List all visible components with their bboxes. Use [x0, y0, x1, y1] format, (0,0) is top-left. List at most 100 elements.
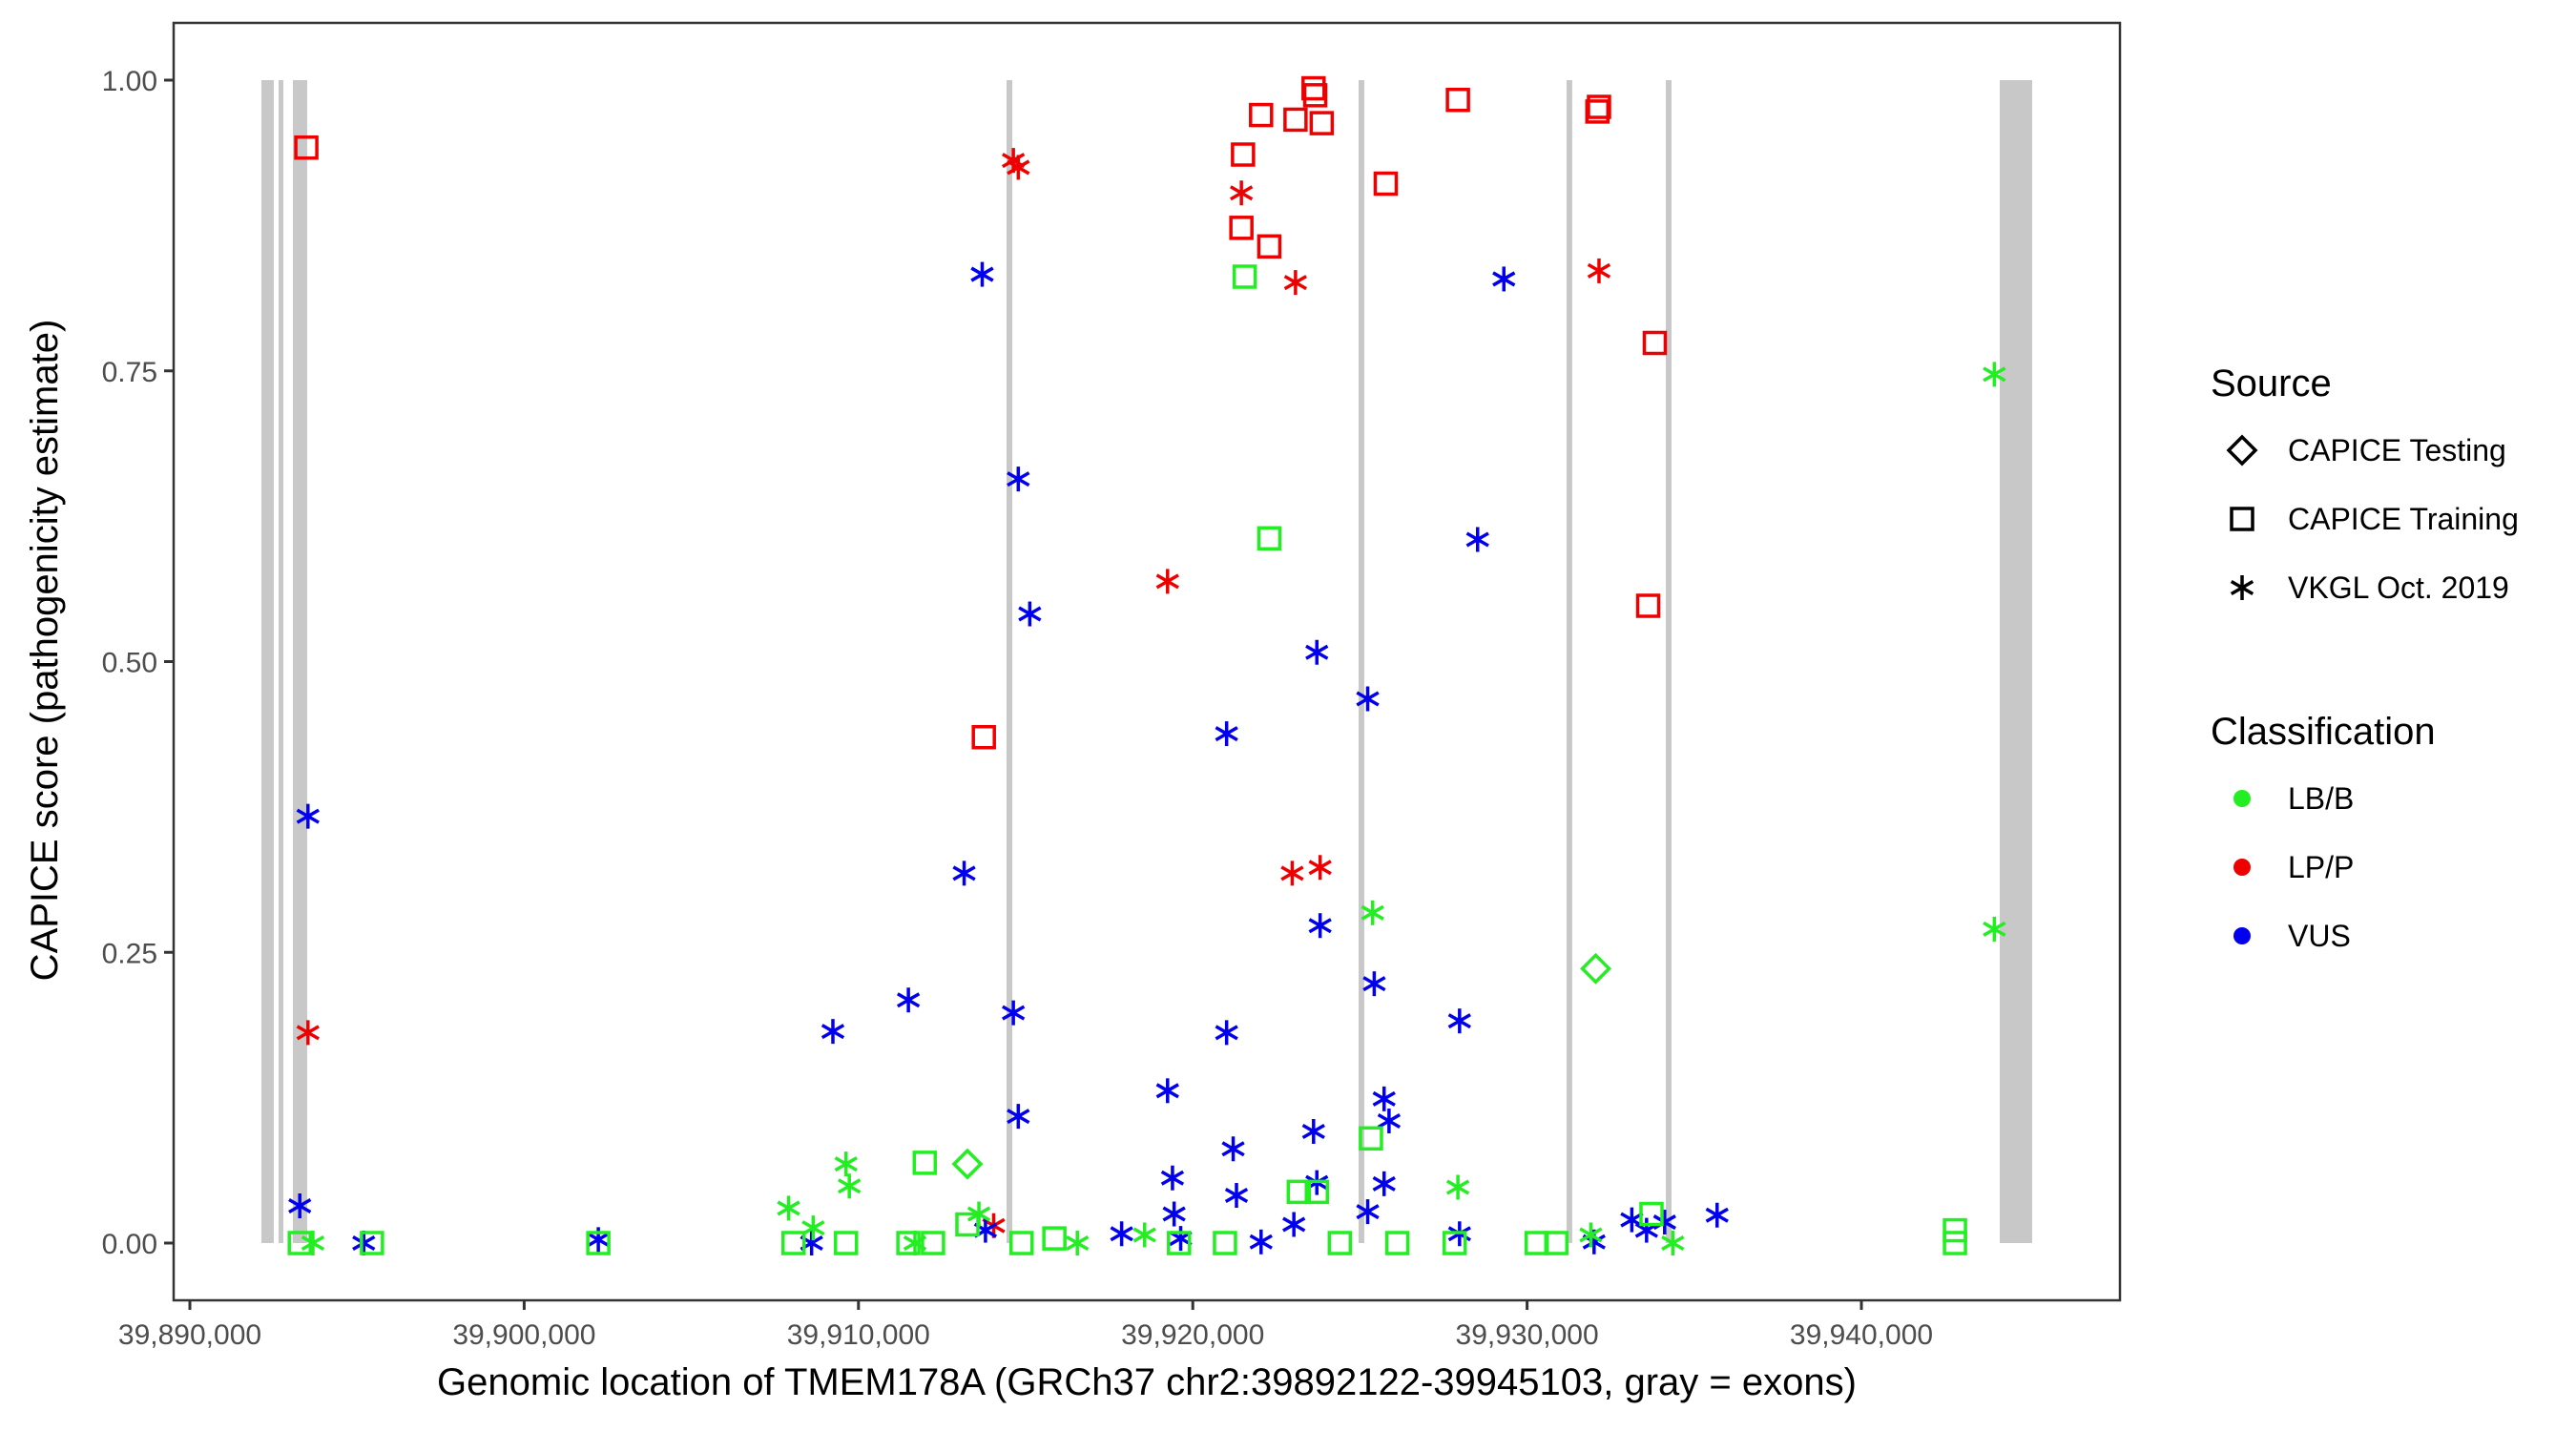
data-point [921, 1231, 945, 1255]
data-point [1942, 1231, 1967, 1255]
data-point [955, 1212, 980, 1237]
data-point [1373, 171, 1399, 197]
dot-icon [2233, 790, 2251, 807]
data-point [1642, 330, 1668, 356]
data-point [1445, 87, 1470, 113]
data-point [1224, 1183, 1249, 1209]
data-point [1230, 180, 1254, 206]
exon-bar [1999, 80, 2032, 1243]
exon-bar [1007, 80, 1012, 1243]
data-point [296, 803, 320, 829]
data-point [1042, 1226, 1067, 1251]
data-point [1280, 861, 1304, 886]
data-point [1356, 686, 1380, 712]
legend-label: CAPICE Testing [2288, 433, 2506, 467]
data-point [1705, 1202, 1729, 1228]
data-point [1305, 639, 1329, 665]
data-point [1229, 216, 1254, 240]
data-point [1587, 258, 1611, 283]
exon-bar [1666, 80, 1672, 1243]
data-point [1301, 1118, 1325, 1144]
data-point [834, 1151, 858, 1177]
legend-item-lp-p: LP/P [2233, 850, 2354, 884]
data-point [1304, 1179, 1329, 1205]
data-point [821, 1019, 845, 1045]
exon-bar [1566, 80, 1572, 1243]
data-point [1544, 1231, 1569, 1255]
data-point [586, 1227, 611, 1253]
exon-bar [278, 80, 284, 1243]
legend-label: CAPICE Training [2288, 502, 2519, 536]
data-point [1018, 601, 1042, 627]
data-point [294, 135, 319, 160]
y-axis: 0.00 0.25 0.50 0.75 1.00 [102, 66, 174, 1260]
data-point [1286, 1179, 1312, 1205]
x-tick-label: 39,920,000 [1121, 1319, 1264, 1351]
x-axis: 39,890,000 39,900,000 39,910,000 39,920,000… [118, 1300, 1933, 1351]
legend-item-lb-b: LB/B [2233, 781, 2354, 816]
data-point [1442, 1231, 1467, 1255]
exon-bars [260, 80, 2032, 1243]
legend-source-title: Source [2211, 363, 2332, 404]
legend-item-vus: VUS [2233, 919, 2351, 953]
y-tick-label: 0.75 [102, 357, 157, 388]
data-point [1579, 1222, 1603, 1248]
dot-icon [2233, 859, 2251, 876]
y-axis-title: CAPICE score (pathogenicity estimate) [24, 320, 66, 982]
data-point [1308, 913, 1332, 939]
data-point [1155, 569, 1179, 594]
legend-label: LP/P [2288, 850, 2354, 884]
data-point [1283, 107, 1308, 133]
data-point [1249, 102, 1274, 128]
data-point [1169, 1226, 1193, 1252]
data-point [1002, 1000, 1026, 1026]
data-point [1634, 1217, 1658, 1243]
data-point [288, 1192, 312, 1218]
data-point [1384, 1231, 1410, 1255]
data-point [1213, 1231, 1237, 1255]
data-points [287, 75, 2006, 1255]
data-point [1309, 111, 1335, 135]
data-point [1587, 94, 1611, 119]
legend-classification: Classification LB/B LP/P VUS [2211, 711, 2436, 953]
data-point [352, 1231, 376, 1255]
data-point [834, 1231, 859, 1255]
diamond-icon [2226, 434, 2258, 467]
data-point [912, 1151, 938, 1175]
data-point [1215, 1020, 1238, 1046]
data-point [1308, 855, 1332, 881]
data-point [1302, 83, 1328, 108]
data-point [1231, 142, 1256, 167]
data-point [1372, 1171, 1396, 1196]
data-point [1167, 1231, 1192, 1255]
data-point [287, 1231, 312, 1255]
legend-classification-title: Classification [2211, 711, 2436, 753]
data-point [1983, 916, 2006, 942]
data-point [896, 987, 921, 1013]
data-point [1007, 1104, 1030, 1130]
data-point [1445, 1174, 1470, 1200]
dot-icon [2233, 927, 2251, 944]
data-point [1524, 1231, 1549, 1255]
x-tick-label: 39,930,000 [1456, 1319, 1599, 1351]
square-icon [2230, 507, 2254, 531]
x-tick-label: 39,910,000 [787, 1319, 930, 1351]
legend-item-square: CAPICE Training [2230, 502, 2519, 536]
data-point [1008, 1231, 1034, 1255]
data-point [838, 1173, 862, 1199]
legend-item-asterisk: VKGL Oct. 2019 [2230, 570, 2509, 605]
data-point [1942, 1217, 1967, 1243]
data-point [970, 261, 994, 287]
data-point [1221, 1136, 1245, 1162]
exon-bar [1358, 80, 1364, 1243]
data-point [1372, 1086, 1396, 1111]
data-point [1155, 1078, 1179, 1104]
data-point [1215, 721, 1238, 747]
exon-bar [260, 80, 274, 1243]
data-point [1639, 1201, 1664, 1227]
x-tick-label: 39,940,000 [1790, 1319, 1933, 1351]
data-point [586, 1231, 611, 1255]
data-point [1110, 1221, 1133, 1247]
data-point [296, 1020, 320, 1046]
